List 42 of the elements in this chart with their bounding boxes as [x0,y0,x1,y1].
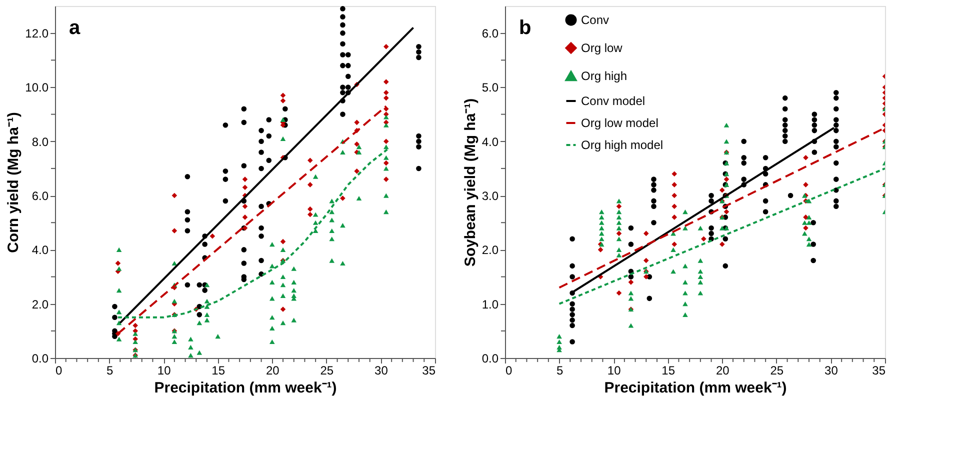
x-axis-title: Precipitation (mm week⁻¹) [154,380,337,396]
x-tick-label: 25 [770,364,784,378]
y-tick-label: 8.0 [32,134,49,149]
x-tick-label: 15 [212,364,226,378]
x-tick-label: 20 [716,364,730,378]
y-tick-label: 4.0 [482,134,499,149]
x-tick-label: 5 [106,364,114,378]
x-tick-label: 15 [662,364,676,378]
y-tick-label: 2.0 [482,243,499,258]
x-tick-label: 10 [607,364,622,378]
y-tick-label: 10.0 [25,80,49,95]
y-tick-label: 3.0 [482,189,499,204]
y-tick-label: 0.0 [482,352,499,366]
annotation: a [69,17,81,39]
y-tick-label: 2.0 [32,297,49,312]
y-tick-label: 5.0 [482,80,499,95]
y-axis-title: Corn yield (Mg ha⁻¹) [5,112,22,253]
x-axis-title: Precipitation (mm week⁻¹) [604,380,787,396]
y-tick-label: 4.0 [32,243,49,258]
x-tick-label: 30 [374,364,388,378]
legend-label: Org high [581,69,628,83]
y-axis-title: Soybean yield (Mg ha⁻¹) [462,98,479,267]
y-tick-label: 12.0 [25,26,49,41]
y-tick-label: 1.0 [482,297,499,312]
x-tick-label: 30 [824,364,838,378]
y-tick-label: 0.0 [32,352,49,366]
x-tick-label: 0 [506,364,512,378]
x-tick-label: 35 [872,364,886,378]
legend-label: Org low model [581,116,658,130]
legend-label: Conv model [581,94,646,108]
x-tick-label: 25 [320,364,334,378]
x-tick-label: 10 [157,364,172,378]
legend-label: Conv [581,13,610,27]
legend-label: Org low [581,41,623,55]
x-tick-label: 0 [56,364,62,378]
annotation: b [519,17,532,39]
legend-label: Org high model [581,138,664,152]
y-tick-label: 6.0 [482,26,499,41]
y-tick-label: 6.0 [32,189,49,204]
x-tick-label: 5 [556,364,564,378]
x-tick-label: 20 [266,364,280,378]
x-tick-label: 35 [422,364,436,378]
